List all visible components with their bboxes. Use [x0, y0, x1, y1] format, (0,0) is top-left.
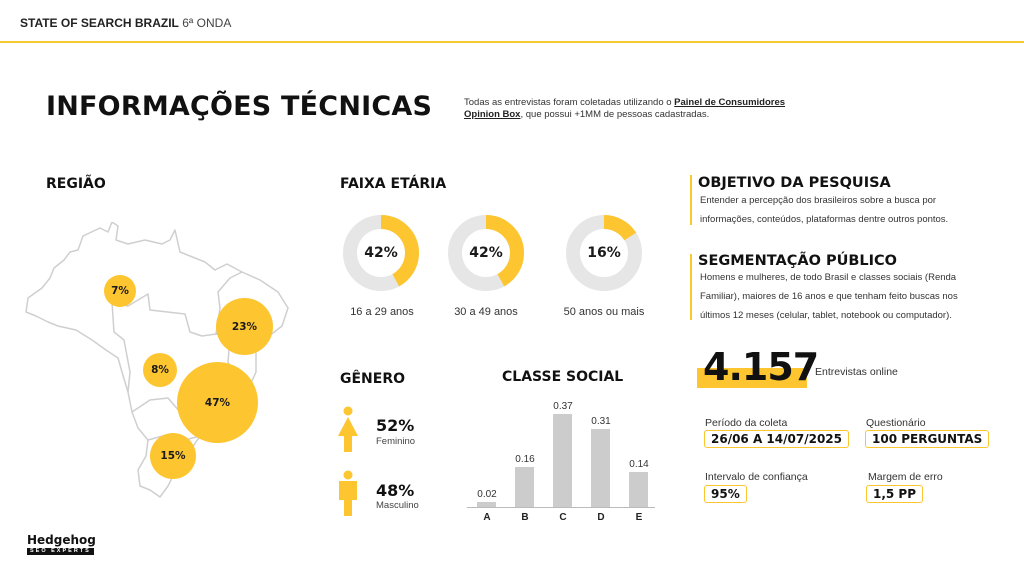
header-bar	[0, 0, 1024, 43]
objetivo-text: Entender a percepção dos brasileiros sob…	[700, 195, 949, 225]
interviews-label: Entrevistas online	[815, 366, 898, 378]
donut-label: 30 a 49 anos	[454, 306, 518, 318]
intro-suffix: , que possui +1MM de pessoas cadastradas…	[520, 109, 710, 120]
bar-c	[553, 414, 572, 507]
bar-value: 0.31	[591, 416, 611, 427]
classe-social-title: CLASSE SOCIAL	[502, 369, 624, 385]
bar-b	[515, 467, 534, 507]
header-title-bold: STATE OF SEARCH BRAZIL	[20, 16, 179, 30]
opinion-box-link[interactable]: Painel de Consumidores Opinion Box	[464, 97, 786, 120]
page-title: INFORMAÇÕES TÉCNICAS	[46, 91, 433, 122]
bar-value: 0.37	[553, 401, 573, 412]
objetivo-title: OBJETIVO DA PESQUISA	[698, 175, 891, 191]
region-bubble-nordeste: 23%	[216, 298, 273, 355]
female-percent: 52%	[376, 416, 415, 435]
bar-d	[591, 429, 610, 507]
hedgehog-logo: Hedgehog	[27, 533, 96, 547]
female-label: Feminino	[376, 436, 416, 447]
questionario-value: 100 PERGUNTAS	[865, 430, 990, 448]
region-bubble-norte: 7%	[104, 275, 136, 307]
intro-text: Todas as entrevistas foram coletadas uti…	[464, 97, 804, 121]
margem-label: Margem de erro	[868, 471, 943, 483]
margem-value: 1,5 PP	[866, 485, 924, 503]
regiao-title: REGIÃO	[46, 176, 106, 192]
donut-label: 16 a 29 anos	[350, 306, 414, 318]
intervalo-value: 95%	[704, 485, 747, 503]
donut-label: 50 anos ou mais	[563, 306, 645, 318]
segmentacao-title: SEGMENTAÇÃO PÚBLICO	[698, 253, 897, 269]
header-title-wave: 6ª ONDA	[182, 16, 232, 30]
bar-category: C	[559, 512, 567, 523]
donut-value: 16%	[587, 245, 621, 261]
male-percent: 48%	[376, 481, 415, 500]
donut-value: 42%	[364, 245, 398, 261]
bar-category: E	[635, 512, 643, 523]
hedgehog-logo-sub: SEO EXPERTS	[27, 548, 94, 555]
region-bubble-sudeste: 47%	[177, 362, 258, 443]
donut-50-plus: 16%	[565, 214, 643, 292]
female-icon	[338, 406, 358, 452]
periodo-label: Período da coleta	[705, 417, 788, 429]
big-number-highlight	[697, 368, 807, 388]
bar-chart-axis	[467, 507, 655, 508]
male-icon	[339, 470, 357, 516]
bar-category: D	[597, 512, 605, 523]
bar-value: 0.14	[629, 459, 649, 470]
intro-prefix: Todas as entrevistas foram coletadas uti…	[464, 97, 675, 108]
objetivo-accent-bar	[690, 175, 692, 225]
bar-value: 0.02	[477, 489, 497, 500]
male-label: Masculino	[376, 500, 419, 511]
periodo-value: 26/06 A 14/07/2025	[704, 430, 849, 448]
interviews-count: 4.157	[703, 345, 819, 389]
intervalo-label: Intervalo de confiança	[705, 471, 808, 483]
donut-30-49: 42%	[447, 214, 525, 292]
bar-value: 0.16	[515, 454, 535, 465]
bar-a	[477, 502, 496, 507]
segmentacao-text: Homens e mulheres, de todo Brasil e clas…	[700, 272, 958, 321]
questionario-label: Questionário	[866, 417, 926, 429]
bar-category: A	[483, 512, 491, 523]
region-bubble-centro-oeste: 8%	[143, 353, 177, 387]
donut-value: 42%	[469, 245, 503, 261]
header-title: STATE OF SEARCH BRAZIL 6ª ONDA	[20, 16, 231, 30]
bar-category: B	[521, 512, 529, 523]
genero-title: GÊNERO	[340, 371, 406, 387]
faixa-etaria-title: FAIXA ETÁRIA	[340, 176, 447, 192]
donut-16-29: 42%	[342, 214, 420, 292]
bar-e	[629, 472, 648, 507]
region-bubble-sul: 15%	[150, 433, 196, 479]
segmentacao-accent-bar	[690, 254, 692, 320]
